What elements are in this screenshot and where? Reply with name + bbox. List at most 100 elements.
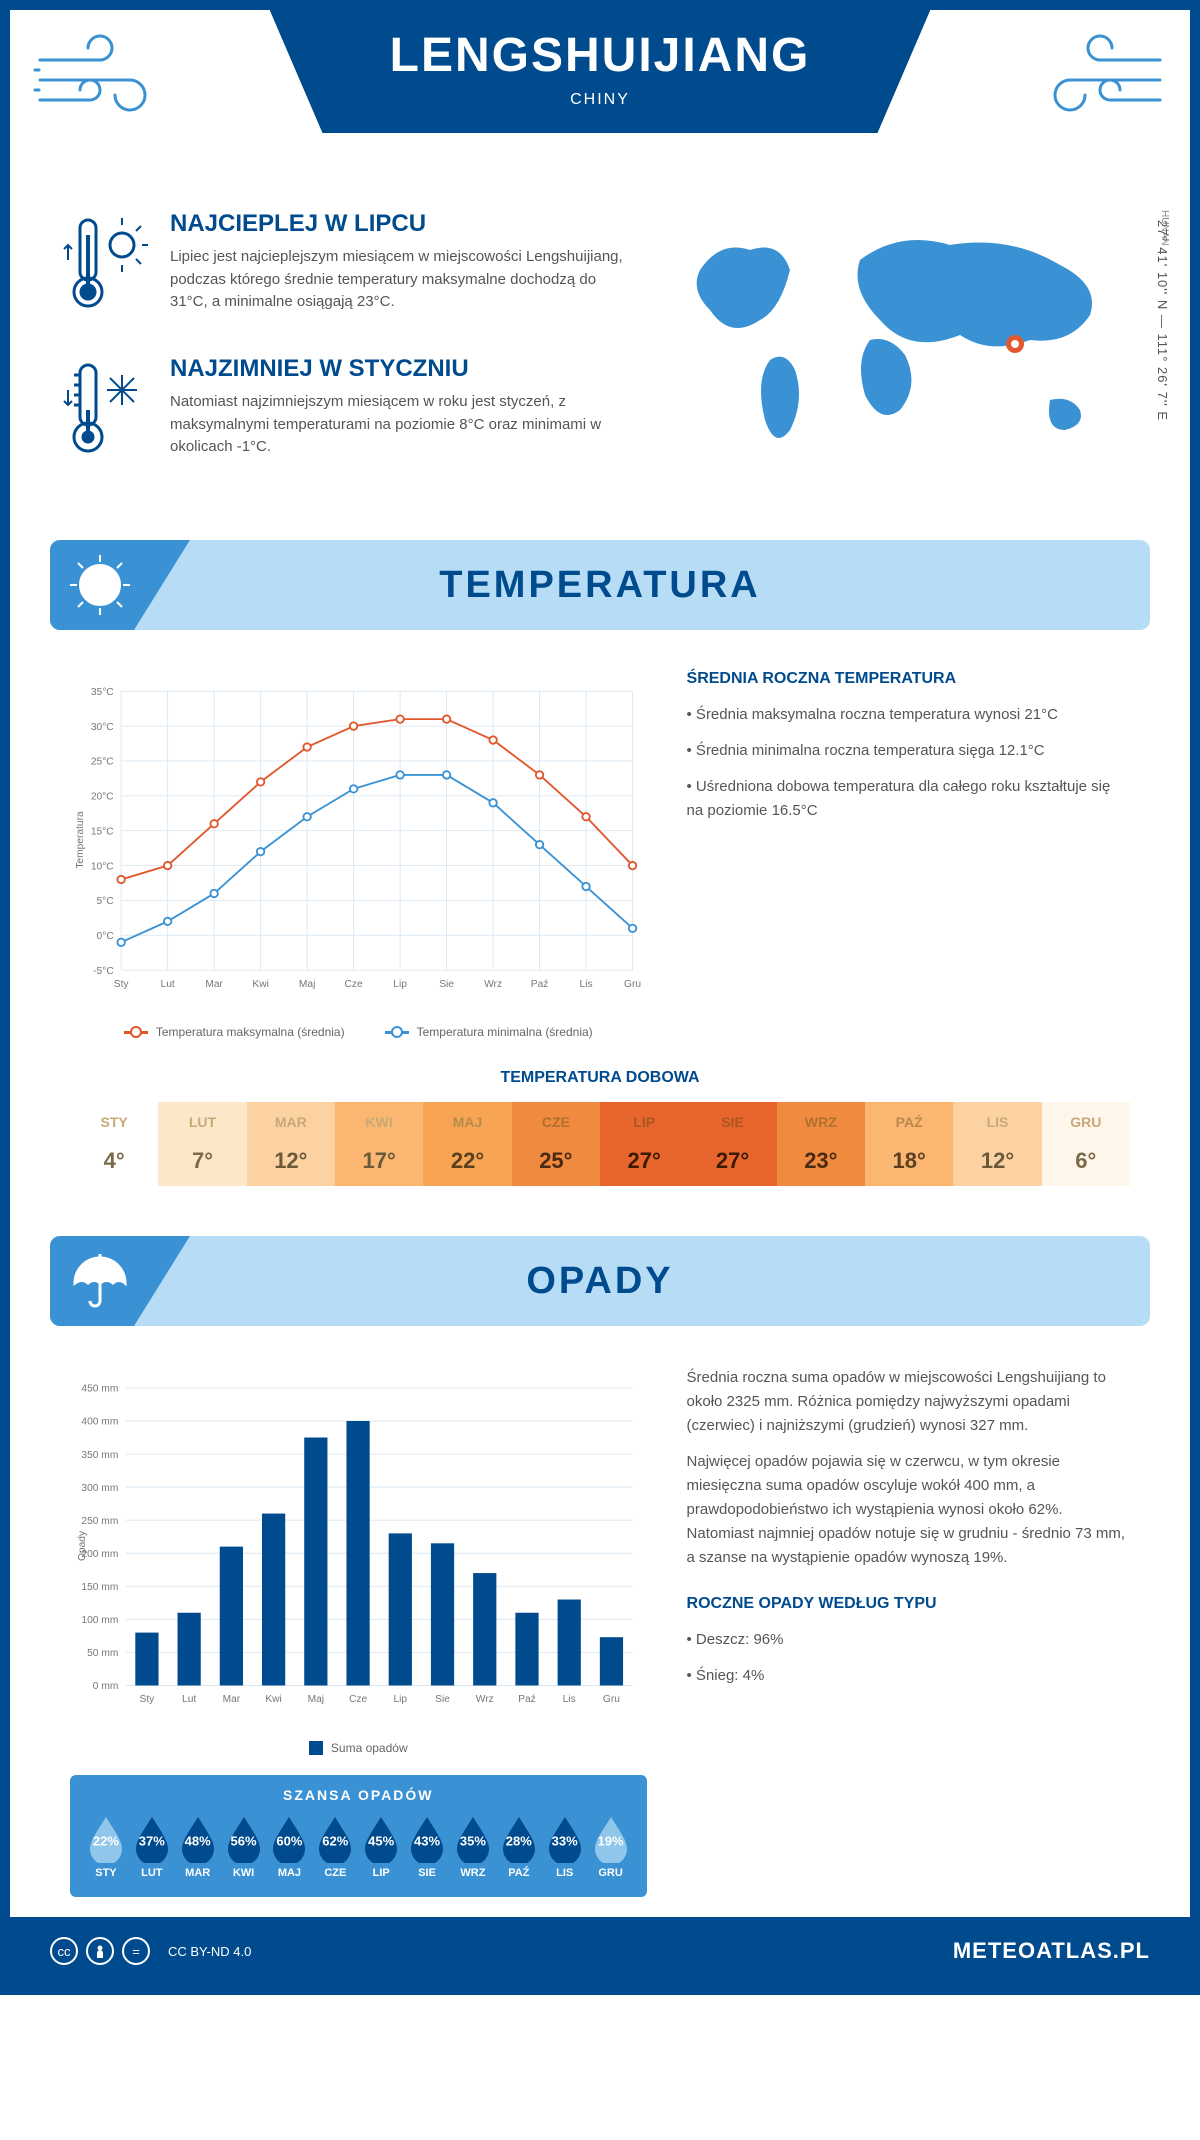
- site-name: METEOATLAS.PL: [953, 1938, 1150, 1964]
- svg-text:0 mm: 0 mm: [93, 1681, 119, 1692]
- svg-text:Lip: Lip: [393, 1694, 407, 1705]
- svg-text:30°C: 30°C: [91, 722, 114, 733]
- svg-text:Wrz: Wrz: [484, 979, 502, 990]
- svg-text:Mar: Mar: [223, 1694, 241, 1705]
- daily-temp-cell: PAŹ 18°: [865, 1102, 953, 1186]
- daily-temp-cell: LUT 7°: [158, 1102, 246, 1186]
- svg-text:0°C: 0°C: [97, 931, 114, 942]
- svg-text:Cze: Cze: [345, 979, 363, 990]
- svg-text:400 mm: 400 mm: [81, 1417, 118, 1428]
- chance-drop: 43% SIE: [406, 1815, 448, 1879]
- city-name: LENGSHUIJIANG: [390, 28, 811, 83]
- raindrop-icon: 56%: [224, 1815, 264, 1863]
- daily-temp-cell: SIE 27°: [688, 1102, 776, 1186]
- svg-text:Gru: Gru: [603, 1694, 620, 1705]
- svg-text:Kwi: Kwi: [252, 979, 268, 990]
- raindrop-icon: 19%: [591, 1815, 631, 1863]
- raindrop-icon: 35%: [453, 1815, 493, 1863]
- chance-drop: 28% PAŹ: [498, 1815, 540, 1879]
- daily-temp-cell: KWI 17°: [335, 1102, 423, 1186]
- raindrop-icon: 22%: [86, 1815, 126, 1863]
- nd-icon: =: [122, 1937, 150, 1965]
- svg-text:Maj: Maj: [308, 1694, 324, 1705]
- raindrop-icon: 43%: [407, 1815, 447, 1863]
- svg-text:Kwi: Kwi: [265, 1694, 281, 1705]
- svg-text:35°C: 35°C: [91, 687, 114, 698]
- svg-text:Maj: Maj: [299, 979, 315, 990]
- svg-text:50 mm: 50 mm: [87, 1648, 118, 1659]
- svg-text:15°C: 15°C: [91, 826, 114, 837]
- svg-text:Sty: Sty: [140, 1694, 156, 1705]
- daily-temp-cell: LIS 12°: [953, 1102, 1041, 1186]
- svg-text:Lis: Lis: [563, 1694, 576, 1705]
- wind-icon: [30, 30, 180, 130]
- svg-text:Lip: Lip: [393, 979, 407, 990]
- license-badge: cc = CC BY-ND 4.0: [50, 1937, 251, 1965]
- intro-section: NAJCIEPLEJ W LIPCU Lipiec jest najcieple…: [10, 180, 1190, 520]
- svg-text:-5°C: -5°C: [93, 966, 114, 977]
- svg-text:5°C: 5°C: [97, 896, 114, 907]
- cc-icon: cc: [50, 1937, 78, 1965]
- coldest-title: NAJZIMNIEJ W STYCZNIU: [170, 355, 630, 383]
- warmest-block: NAJCIEPLEJ W LIPCU Lipiec jest najcieple…: [60, 210, 630, 325]
- daily-temp-cell: LIP 27°: [600, 1102, 688, 1186]
- sun-icon: [65, 550, 135, 620]
- svg-text:100 mm: 100 mm: [81, 1615, 118, 1626]
- daily-temp-cell: WRZ 23°: [777, 1102, 865, 1186]
- svg-text:Mar: Mar: [205, 979, 223, 990]
- section-title: OPADY: [526, 1260, 673, 1303]
- precipitation-summary: Średnia roczna suma opadów w miejscowośc…: [687, 1366, 1130, 1897]
- location-marker-icon: [1006, 335, 1024, 353]
- svg-text:Cze: Cze: [349, 1694, 367, 1705]
- daily-temp-cell: STY 4°: [70, 1102, 158, 1186]
- temperature-summary: ŚREDNIA ROCZNA TEMPERATURA • Średnia mak…: [687, 670, 1130, 1039]
- precipitation-section-header: OPADY: [50, 1236, 1150, 1326]
- svg-text:300 mm: 300 mm: [81, 1483, 118, 1494]
- svg-text:25°C: 25°C: [91, 757, 114, 768]
- svg-text:150 mm: 150 mm: [81, 1582, 118, 1593]
- svg-text:10°C: 10°C: [91, 861, 114, 872]
- chance-drop: 33% LIS: [544, 1815, 586, 1879]
- svg-text:Opady: Opady: [77, 1530, 88, 1561]
- svg-text:Temperatura: Temperatura: [75, 811, 86, 869]
- svg-text:Sie: Sie: [435, 1694, 450, 1705]
- coordinates: 27° 41' 10'' N — 111° 26' 7'' E: [1155, 220, 1170, 421]
- chance-drop: 62% CZE: [314, 1815, 356, 1879]
- thermometer-sun-icon: [60, 210, 150, 325]
- svg-text:Lut: Lut: [161, 979, 175, 990]
- precipitation-bar-chart: 0 mm50 mm100 mm150 mm200 mm250 mm300 mm3…: [70, 1366, 647, 1755]
- chance-drop: 22% STY: [85, 1815, 127, 1879]
- chance-drop: 19% GRU: [590, 1815, 632, 1879]
- coldest-block: NAJZIMNIEJ W STYCZNIU Natomiast najzimni…: [60, 355, 630, 470]
- svg-text:20°C: 20°C: [91, 792, 114, 803]
- daily-temperature-grid: TEMPERATURA DOBOWA STY 4°LUT 7°MAR 12°KW…: [10, 1059, 1190, 1216]
- svg-text:Gru: Gru: [624, 979, 641, 990]
- umbrella-icon: [65, 1246, 135, 1316]
- daily-temp-cell: MAR 12°: [247, 1102, 335, 1186]
- section-title: TEMPERATURA: [439, 564, 761, 607]
- svg-text:Wrz: Wrz: [476, 1694, 494, 1705]
- page-footer: cc = CC BY-ND 4.0 METEOATLAS.PL: [10, 1917, 1190, 1985]
- chance-drop: 37% LUT: [131, 1815, 173, 1879]
- raindrop-icon: 60%: [269, 1815, 309, 1863]
- svg-text:Lut: Lut: [182, 1694, 196, 1705]
- chance-drop: 45% LIP: [360, 1815, 402, 1879]
- raindrop-icon: 33%: [545, 1815, 585, 1863]
- legend-precip: Suma opadów: [309, 1741, 408, 1755]
- raindrop-icon: 62%: [315, 1815, 355, 1863]
- svg-text:Sie: Sie: [439, 979, 454, 990]
- precipitation-chance-box: SZANSA OPADÓW 22% STY 37% LUT 48% MAR 56…: [70, 1775, 647, 1897]
- daily-temp-cell: CZE 25°: [512, 1102, 600, 1186]
- chance-drop: 56% KWI: [223, 1815, 265, 1879]
- chance-drop: 48% MAR: [177, 1815, 219, 1879]
- legend-max: .legend-item:nth-child(1) .legend-swatch…: [124, 1025, 345, 1039]
- warmest-text: Lipiec jest najcieplejszym miesiącem w m…: [170, 246, 630, 314]
- world-map: HUNAN 27° 41' 10'' N — 111° 26' 7'' E: [660, 210, 1140, 500]
- svg-text:450 mm: 450 mm: [81, 1384, 118, 1395]
- thermometer-snow-icon: [60, 355, 150, 470]
- svg-text:Paź: Paź: [531, 979, 549, 990]
- svg-text:Lis: Lis: [580, 979, 593, 990]
- daily-temp-cell: MAJ 22°: [423, 1102, 511, 1186]
- svg-text:350 mm: 350 mm: [81, 1450, 118, 1461]
- by-icon: [86, 1937, 114, 1965]
